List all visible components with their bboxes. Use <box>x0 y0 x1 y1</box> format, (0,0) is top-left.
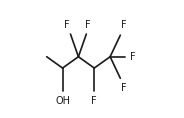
Text: F: F <box>91 96 97 106</box>
Text: OH: OH <box>55 96 70 106</box>
Text: F: F <box>121 20 127 30</box>
Text: F: F <box>121 83 127 93</box>
Text: F: F <box>64 20 70 30</box>
Text: F: F <box>85 20 90 30</box>
Text: F: F <box>130 52 136 62</box>
